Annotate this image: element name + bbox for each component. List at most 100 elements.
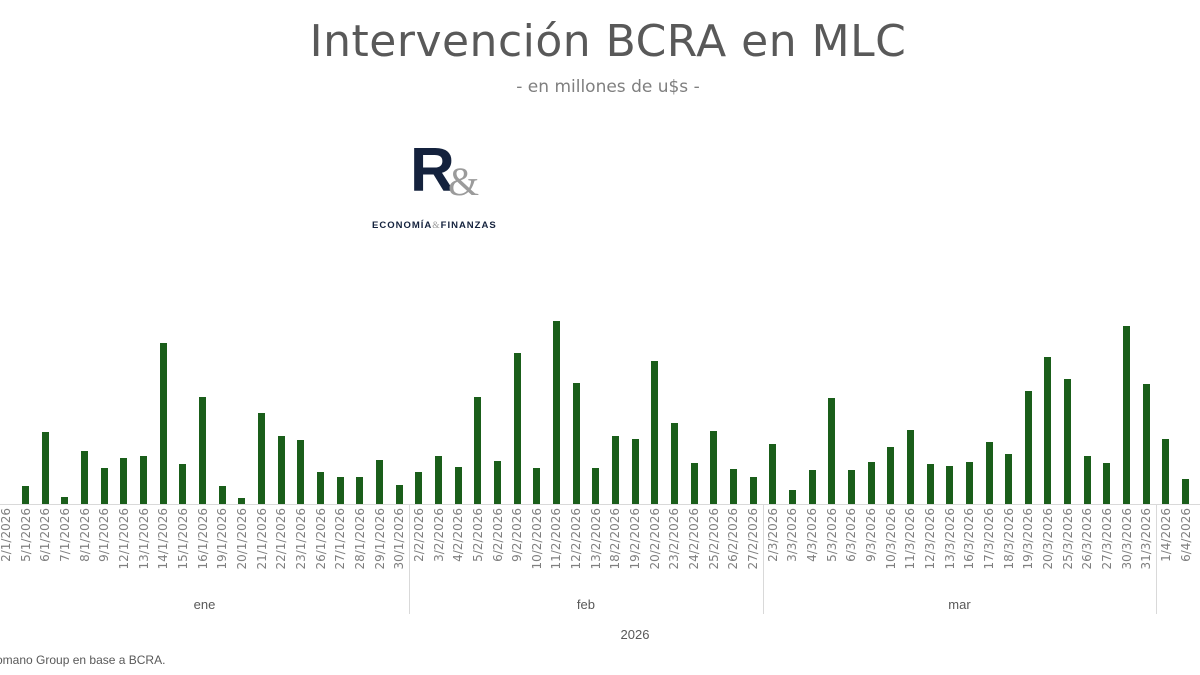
- x-tick-label: 22/1/2026: [274, 508, 289, 570]
- x-tick-label: 24/2/2026: [687, 508, 702, 570]
- x-tick-label: 5/1/2026: [18, 508, 33, 562]
- x-tick-label: 26/2/2026: [726, 508, 741, 570]
- x-tick-label: 23/2/2026: [667, 508, 682, 570]
- source-note: omano Group en base a BCRA.: [0, 653, 166, 667]
- bar: [1005, 454, 1013, 504]
- x-tick-label: 14/1/2026: [156, 508, 171, 570]
- month-label: mar: [948, 597, 971, 612]
- x-tick-label: 19/1/2026: [215, 508, 230, 570]
- x-tick-label: 18/3/2026: [1001, 508, 1016, 570]
- bar: [552, 321, 560, 504]
- x-tick-label: 2/1/2026: [0, 508, 13, 562]
- bar: [1142, 384, 1150, 504]
- bar: [749, 477, 757, 504]
- bar: [1123, 326, 1131, 504]
- x-tick-label: 17/3/2026: [982, 508, 996, 570]
- x-tick-label: 6/1/2026: [38, 508, 53, 562]
- x-tick-label: 20/2/2026: [647, 508, 662, 570]
- x-tick-label: 16/1/2026: [195, 508, 210, 570]
- x-tick-label: 1/4/2026: [1158, 508, 1173, 562]
- x-tick-label: 12/3/2026: [923, 508, 938, 570]
- x-tick-label: 23/1/2026: [293, 508, 308, 570]
- bar: [336, 477, 344, 504]
- x-tick-label: 19/3/2026: [1021, 508, 1036, 570]
- month-label: feb: [576, 597, 596, 612]
- x-tick-label: 5/2/2026: [470, 508, 485, 562]
- x-tick-label: 27/3/2026: [1099, 508, 1114, 570]
- x-tick-label: 27/2/2026: [746, 508, 761, 570]
- x-tick-label: 20/3/2026: [1040, 508, 1055, 570]
- x-tick-label: 10/2/2026: [529, 508, 544, 570]
- bar: [159, 343, 167, 504]
- x-tick-label: 3/3/2026: [785, 508, 800, 562]
- bar: [1103, 463, 1111, 504]
- bar: [258, 413, 266, 504]
- x-tick-label: 11/3/2026: [903, 508, 918, 570]
- bar: [454, 467, 462, 504]
- x-tick-label: 3/2/2026: [431, 508, 446, 562]
- x-tick-label: 31/3/2026: [1139, 508, 1154, 570]
- bar: [572, 383, 580, 504]
- bar: [611, 436, 619, 504]
- x-tick-label: 29/1/2026: [372, 508, 387, 570]
- x-tick-label: 18/2/2026: [608, 508, 623, 570]
- x-tick-label: 8/1/2026: [77, 508, 92, 562]
- bar: [179, 464, 187, 504]
- x-tick-label: 5/3/2026: [824, 508, 839, 562]
- bar: [81, 451, 89, 504]
- bar: [631, 439, 639, 504]
- bar: [906, 430, 914, 504]
- x-tick-label: 6/3/2026: [844, 508, 859, 562]
- bar: [494, 461, 501, 504]
- x-tick-label: 15/1/2026: [175, 508, 190, 570]
- bar: [376, 460, 384, 504]
- bar: [729, 469, 737, 504]
- bar: [946, 466, 954, 504]
- bar: [710, 431, 718, 504]
- x-tick-label: 4/3/2026: [805, 508, 820, 562]
- x-tick-label: 2/3/2026: [765, 508, 780, 562]
- logo-mark-letter: R: [410, 136, 455, 205]
- bar: [199, 397, 207, 504]
- x-tick-label: 21/1/2026: [254, 508, 269, 570]
- x-tick-label: 25/3/2026: [1060, 508, 1075, 570]
- bar: [769, 444, 777, 504]
- month-label: ene: [193, 597, 216, 612]
- bar: [395, 485, 403, 504]
- chart-subtitle: - en millones de u$s -: [516, 77, 700, 97]
- bar: [120, 458, 128, 504]
- bar: [1083, 456, 1091, 504]
- logo-mark-ampersand: &: [448, 159, 480, 204]
- bar: [1182, 479, 1190, 504]
- x-tick-label: 12/2/2026: [569, 508, 584, 570]
- x-tick-label: 26/1/2026: [313, 508, 328, 570]
- x-tick-label: 27/1/2026: [333, 508, 348, 570]
- logo-tagline-right: FINANZAS: [440, 220, 497, 231]
- x-tick-label: 2/2/2026: [411, 508, 426, 562]
- bar: [61, 497, 69, 504]
- bar: [867, 462, 875, 504]
- x-tick-label: 12/1/2026: [116, 508, 131, 570]
- bar: [218, 486, 226, 504]
- bar: [1162, 439, 1170, 504]
- x-tick-label: 7/1/2026: [57, 508, 72, 562]
- bar: [1064, 379, 1072, 504]
- year-label: 2026: [620, 627, 650, 642]
- bar: [238, 498, 246, 504]
- x-tick-label: 28/1/2026: [352, 508, 367, 570]
- bar: [474, 397, 482, 504]
- bar: [297, 440, 305, 504]
- x-tick-label: 26/3/2026: [1080, 508, 1095, 570]
- x-tick-label: 30/1/2026: [392, 508, 407, 570]
- bar: [533, 468, 541, 504]
- bar: [356, 477, 364, 504]
- bar: [788, 490, 796, 504]
- x-axis-line: [0, 504, 1200, 505]
- bar: [592, 468, 600, 504]
- x-tick-label: 19/2/2026: [628, 508, 643, 570]
- x-tick-label: 9/3/2026: [864, 508, 879, 562]
- bar: [317, 472, 325, 504]
- x-tick-label: 25/2/2026: [706, 508, 721, 570]
- logo-tagline: ECONOMÍA&FINANZAS: [372, 220, 512, 231]
